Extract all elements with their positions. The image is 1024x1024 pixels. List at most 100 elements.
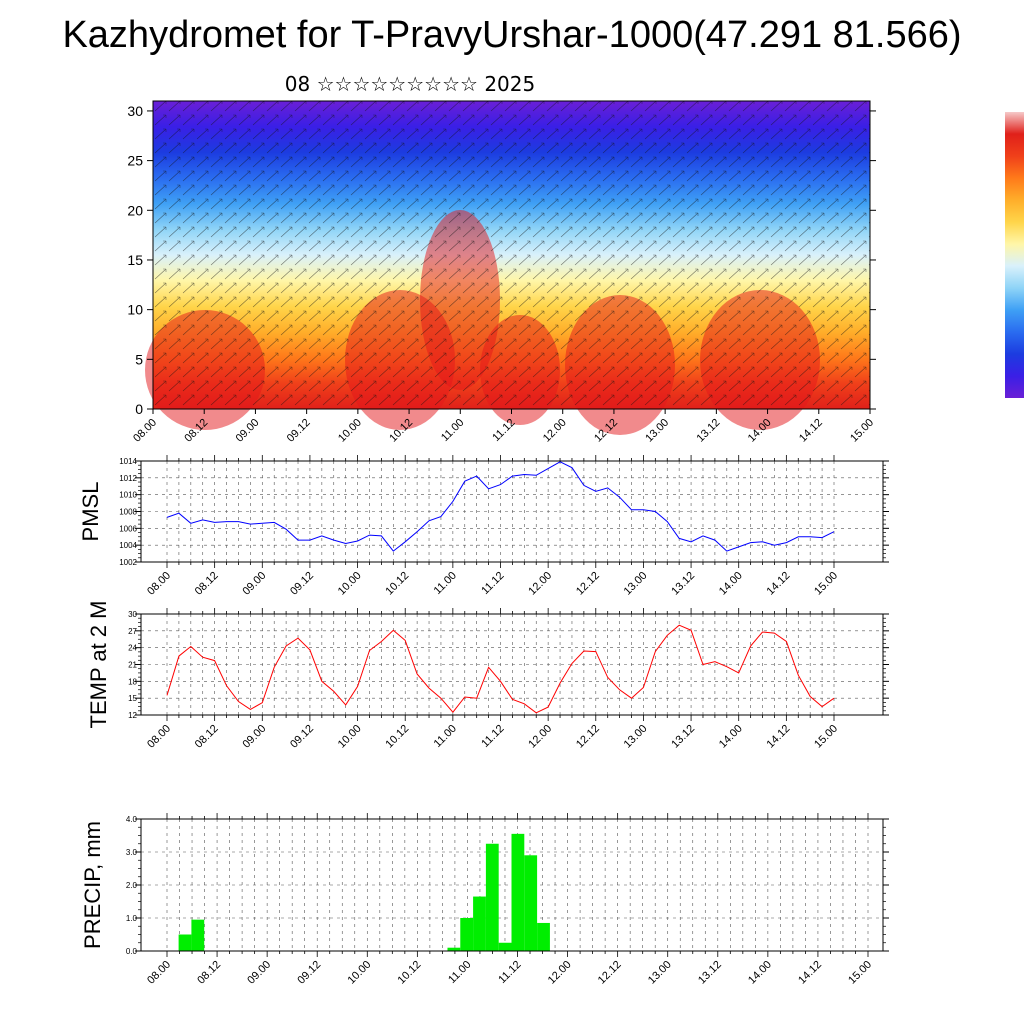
x-tick-label: 10.12	[383, 570, 411, 598]
y-tick-label: 5	[135, 351, 143, 367]
x-tick-label: 13.00	[622, 570, 650, 598]
x-tick-label: 10.00	[345, 959, 373, 987]
x-tick-label: 09.00	[245, 959, 273, 987]
y-tick-label: 1.0	[126, 914, 138, 923]
y-tick-label: 1014	[119, 457, 137, 466]
precip-bar	[485, 843, 499, 951]
precip-bar	[537, 922, 550, 951]
x-tick-label: 11.00	[439, 417, 466, 444]
x-tick-label: 12.12	[574, 570, 602, 598]
x-tick-label: 09.12	[288, 723, 316, 751]
x-tick-label: 13.00	[622, 723, 650, 751]
y-tick-label: 10	[127, 302, 143, 318]
x-tick-label: 08.00	[131, 417, 159, 445]
x-tick-label: 08.12	[195, 959, 223, 987]
x-tick-label: 14.00	[717, 570, 745, 598]
y-tick-label: 1006	[119, 524, 137, 533]
x-tick-label: 12.12	[574, 723, 602, 751]
pmsl-panel: 1002 1004 1006 1008 1010 1012 1014 08.00 08.12 09…	[78, 455, 889, 598]
x-tick-label: 09.12	[285, 417, 313, 445]
y-tick-label: 3.0	[126, 848, 138, 857]
x-tick-label: 14.12	[765, 723, 793, 751]
precip-bar	[511, 833, 525, 951]
x-tick-label: 10.00	[336, 417, 364, 445]
x-tick-label: 09.00	[240, 570, 268, 598]
panel-frame	[140, 613, 884, 716]
x-tick-label: 13.12	[696, 959, 724, 987]
y-tick-label: 2.0	[126, 881, 138, 890]
y-tick-label: 18	[128, 677, 137, 686]
y-tick-label: 15	[127, 252, 143, 268]
y-tick-label: 24	[128, 644, 137, 653]
x-tick-label: 11.12	[479, 570, 506, 597]
x-tick-label: 13.12	[669, 570, 697, 598]
x-tick-label: 10.12	[383, 723, 411, 751]
x-tick-label: 14.12	[797, 417, 825, 445]
x-tick-label: 10.12	[396, 959, 424, 987]
x-tick-label: 12.12	[596, 959, 624, 987]
x-tick-label: 11.00	[432, 570, 459, 597]
x-tick-label: 13.00	[646, 959, 674, 987]
panel-frame	[140, 460, 884, 563]
y-tick-label: 1008	[119, 508, 137, 517]
x-tick-label: 14.00	[746, 959, 774, 987]
x-tick-label: 08.00	[145, 570, 173, 598]
x-tick-label: 09.12	[295, 959, 323, 987]
y-tick-label: 1012	[119, 474, 137, 483]
x-tick-label: 11.00	[446, 959, 473, 986]
chart-subtitle: 08 ☆☆☆☆☆☆☆☆☆ 2025	[284, 72, 536, 96]
x-tick-label: 11.12	[479, 723, 506, 750]
x-tick-label: 12.00	[526, 723, 554, 751]
precip-bar	[460, 918, 474, 951]
x-tick-label: 15.00	[812, 723, 840, 751]
x-tick-label: 13.12	[669, 723, 697, 751]
y-tick-label: 0.0	[126, 947, 138, 956]
x-tick-label: 09.00	[234, 417, 262, 445]
y-tick-label: 30	[127, 103, 143, 119]
precip-panel: 0.0 1.0 2.0 3.0 4.0 08.00 08.12 09.00 09.12 10.00…	[80, 813, 889, 987]
x-tick-label: 12.00	[541, 417, 569, 445]
x-tick-label: 12.00	[546, 959, 574, 987]
x-tick-label: 14.12	[765, 570, 793, 598]
x-tick-label: 08.12	[193, 570, 221, 598]
x-tick-label: 14.12	[796, 959, 824, 987]
y-tick-label: 30	[128, 610, 137, 619]
y-tick-label: 1002	[119, 558, 137, 567]
y-tick-label: 20	[127, 202, 143, 218]
y-axis-label: PRECIP, mm	[80, 821, 105, 949]
precip-bar	[473, 896, 486, 951]
y-tick-label: 15	[128, 694, 137, 703]
precip-bar	[191, 919, 205, 951]
y-tick-label: 1010	[119, 491, 137, 500]
precip-bar	[178, 934, 192, 951]
colorbar-scale	[1005, 112, 1024, 398]
y-tick-label: 27	[128, 627, 137, 636]
temp-2m-panel: 12 15 18 21 24 27 30 08.00 08.12 09.00 09.12 10.00 1…	[86, 601, 889, 751]
y-tick-label: 21	[128, 661, 137, 670]
y-tick-label: 12	[128, 711, 137, 720]
y-tick-label: 0	[135, 401, 143, 417]
x-tick-label: 15.00	[846, 959, 874, 987]
precip-bar	[498, 942, 512, 951]
precip-bar	[524, 855, 538, 951]
series-line	[166, 461, 835, 552]
x-tick-label: 10.00	[336, 570, 364, 598]
x-tick-label: 09.00	[240, 723, 268, 751]
x-tick-label: 08.00	[145, 723, 173, 751]
x-tick-label: 10.00	[336, 723, 364, 751]
x-tick-label: 15.00	[848, 417, 876, 445]
x-tick-label: 09.12	[288, 570, 316, 598]
x-tick-label: 12.00	[526, 570, 554, 598]
x-tick-label: 15.00	[812, 570, 840, 598]
panel-frame	[140, 818, 884, 952]
precip-bar	[447, 947, 461, 951]
colorbar	[1005, 112, 1024, 398]
x-tick-label: 08.12	[193, 723, 221, 751]
y-tick-label: 4.0	[126, 815, 138, 824]
y-tick-label: 1004	[119, 541, 137, 550]
x-tick-label: 11.00	[432, 723, 459, 750]
series-line	[166, 624, 835, 714]
x-tick-label: 11.12	[496, 959, 523, 986]
